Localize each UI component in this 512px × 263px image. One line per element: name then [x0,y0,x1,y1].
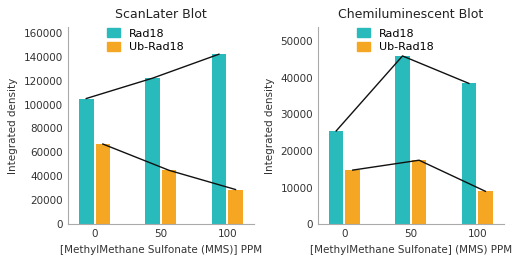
Bar [412,160,426,224]
Legend: Rad18, Ub-Rad18: Rad18, Ub-Rad18 [107,28,184,53]
Bar [211,54,226,224]
Title: ScanLater Blot: ScanLater Blot [115,8,207,21]
Y-axis label: Integrated density: Integrated density [8,77,18,174]
Bar [228,190,243,224]
X-axis label: [MethylMethane Sulfonate] (MMS) PPM: [MethylMethane Sulfonate] (MMS) PPM [310,245,512,255]
Bar [478,191,493,224]
Bar [96,144,110,224]
Title: Chemiluminescent Blot: Chemiluminescent Blot [338,8,483,21]
Bar [329,131,344,224]
Bar [346,170,360,224]
Bar [79,99,94,224]
Y-axis label: Integrated density: Integrated density [265,77,275,174]
Bar [162,170,177,224]
Bar [395,56,410,224]
Bar [145,78,160,224]
Bar [461,83,476,224]
Legend: Rad18, Ub-Rad18: Rad18, Ub-Rad18 [357,28,434,53]
X-axis label: [MethylMethane Sulfonate (MMS)] PPM: [MethylMethane Sulfonate (MMS)] PPM [60,245,262,255]
